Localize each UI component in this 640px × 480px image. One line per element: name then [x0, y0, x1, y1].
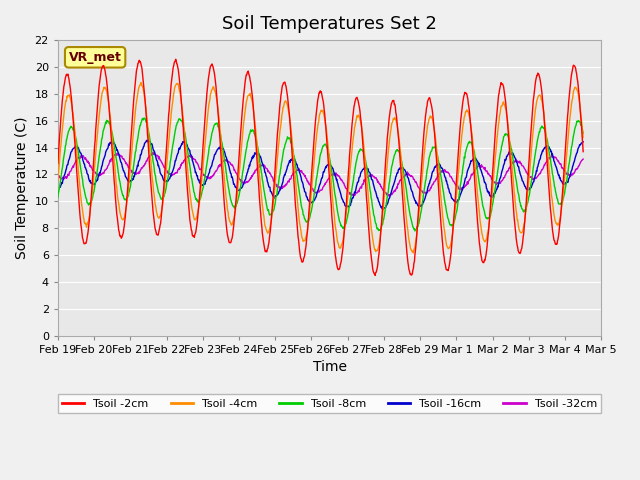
Title: Soil Temperatures Set 2: Soil Temperatures Set 2	[222, 15, 437, 33]
Text: VR_met: VR_met	[68, 51, 122, 64]
X-axis label: Time: Time	[312, 360, 346, 374]
Legend: Tsoil -2cm, Tsoil -4cm, Tsoil -8cm, Tsoil -16cm, Tsoil -32cm: Tsoil -2cm, Tsoil -4cm, Tsoil -8cm, Tsoi…	[58, 395, 602, 413]
Y-axis label: Soil Temperature (C): Soil Temperature (C)	[15, 117, 29, 259]
